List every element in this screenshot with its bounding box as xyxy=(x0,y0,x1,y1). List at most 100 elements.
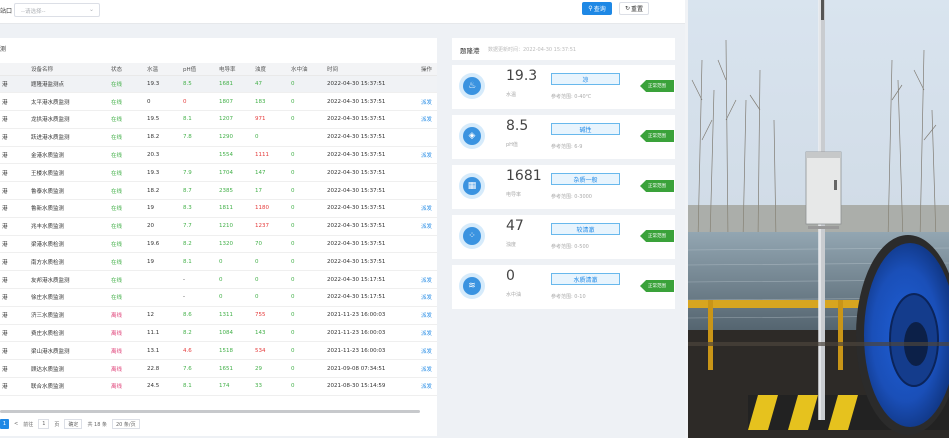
confirm-button[interactable]: 确定 xyxy=(64,419,83,429)
column-header: 浊度 xyxy=(253,63,289,76)
cell-op[interactable]: 派发 xyxy=(419,110,437,129)
cell-time: 2022-04-30 15:37:51 xyxy=(325,128,419,147)
port-select-placeholder: --请选择-- xyxy=(21,9,46,15)
metric-reference-range: 参考范围: 6-9 xyxy=(551,144,583,150)
cell-op[interactable]: 派发 xyxy=(419,341,437,361)
cell-status: 在线 xyxy=(109,128,145,147)
table-row[interactable]: 港龙拱港水质监测 在线 19.5 8.1 1207 971 0 2022-04-30 15:3… xyxy=(0,110,437,129)
goto-page-input[interactable]: 1 xyxy=(38,419,50,429)
table-row[interactable]: 港徐庄水质监测 在线 -0 0 0 2022-04-30 15:17:51 派发 xyxy=(0,288,437,307)
conductivity-icon: ▦ xyxy=(459,173,485,199)
column-header: 电导率 xyxy=(217,63,253,76)
cell-port: 港 xyxy=(0,341,29,361)
cell-op[interactable]: 派发 xyxy=(419,270,437,290)
table-row[interactable]: 港梁港水质检测 在线 19.6 8.2 1320 70 0 2022-04-30 15:37:… xyxy=(0,235,437,254)
cell-ph: 8.1 xyxy=(181,110,217,129)
cell-op[interactable]: 派发 xyxy=(419,199,437,218)
table-row[interactable]: 港南方水质检测 在线 19 8.1 0 0 0 2022-04-30 15:37:51 xyxy=(0,252,437,272)
cell-time: 2021-11-23 16:00:03 xyxy=(325,306,419,325)
cell-op[interactable]: 派发 xyxy=(419,92,437,112)
cell-op[interactable]: 派发 xyxy=(419,288,437,307)
cell-cond: 1807 xyxy=(217,92,253,112)
cell-op xyxy=(419,181,437,201)
metric-value: 47 xyxy=(506,218,524,234)
cell-name: 顾达水质监测 xyxy=(29,359,109,379)
cell-cond: 1811 xyxy=(217,199,253,218)
cell-name: 跃进港水质监测 xyxy=(29,128,109,147)
ph-drop-icon: ◈ xyxy=(459,123,485,149)
table-row[interactable]: 港鲁泰水质监测 在线 18.2 8.7 2385 17 0 2022-04-30 15:37:… xyxy=(0,181,437,201)
cell-temp: 11.1 xyxy=(145,324,181,343)
cell-time: 2021-09-08 07:34:51 xyxy=(325,359,419,379)
table-row[interactable]: 港友邦港水质监测 在线 -0 0 0 2022-04-30 15:17:51 派发 xyxy=(0,270,437,290)
cell-turb: 1180 xyxy=(253,199,289,218)
cell-turb: 1237 xyxy=(253,217,289,236)
normal-range-badge: 正常范围 xyxy=(640,180,674,192)
cell-op[interactable]: 派发 xyxy=(419,217,437,236)
cell-turb: 147 xyxy=(253,163,289,183)
cell-op[interactable]: 派发 xyxy=(419,306,437,325)
thermometer-water-icon: ♨ xyxy=(459,73,485,99)
table-row[interactable]: 港联合水质监测 离线 24.5 8.1 174 33 0 2021-08-30 15:14:5… xyxy=(0,377,437,396)
table-row[interactable]: 港太平港水质监测 在线 0 0 1807 183 0 2022-04-30 15:37:51 派… xyxy=(0,92,437,112)
table-row[interactable]: 港王楼水质监测 在线 19.3 7.9 1704 147 0 2022-04-30 15:37… xyxy=(0,163,437,183)
cell-op[interactable]: 派发 xyxy=(419,324,437,343)
cell-oil xyxy=(289,128,325,147)
cell-port: 港 xyxy=(0,324,29,343)
column-header: 时间 xyxy=(325,63,419,76)
cell-cond: 0 xyxy=(217,288,253,307)
cell-turb: 17 xyxy=(253,181,289,201)
cell-turb: 0 xyxy=(253,270,289,290)
cell-oil: 0 xyxy=(289,217,325,236)
cell-turb: 0 xyxy=(253,252,289,272)
metric-card: ≋ 0 水中油 水质清澈 参考范围: 0-10 正常范围 xyxy=(452,265,675,309)
cell-name: 徐庄水质监测 xyxy=(29,288,109,307)
table-row[interactable]: 港梁山港水质监测 离线 13.1 4.6 1518 534 0 2021-11-23 16:0… xyxy=(0,341,437,361)
cell-port: 港 xyxy=(0,217,29,236)
column-header: pH值 xyxy=(181,63,217,76)
table-row[interactable]: 港兆丰水质监测 在线 20 7.7 1210 1237 0 2022-04-30 15:37:… xyxy=(0,217,437,236)
cell-ph: 8.7 xyxy=(181,181,217,201)
page-prev-icon[interactable]: < xyxy=(14,421,19,427)
cell-cond: 1320 xyxy=(217,235,253,254)
cell-status: 在线 xyxy=(109,146,145,165)
table-row[interactable]: 港鲁新水质监测 在线 19 8.3 1811 1180 0 2022-04-30 15:37:… xyxy=(0,199,437,218)
table-row[interactable]: 港题隆港监测点 在线 19.3 8.5 1681 47 0 2022-04-30 15:37:… xyxy=(0,75,437,94)
horizontal-scrollbar[interactable] xyxy=(0,410,420,413)
cell-cond: 1704 xyxy=(217,163,253,183)
icon-glyph: ⁘ xyxy=(463,227,481,245)
cell-op[interactable]: 派发 xyxy=(419,377,437,396)
cell-cond: 0 xyxy=(217,252,253,272)
cell-temp: 12 xyxy=(145,306,181,325)
cell-status: 在线 xyxy=(109,92,145,112)
cell-temp: 18.2 xyxy=(145,128,181,147)
cell-name: 友邦港水质监测 xyxy=(29,270,109,290)
cell-time: 2022-04-30 15:37:51 xyxy=(325,110,419,129)
cell-port: 港 xyxy=(0,270,29,290)
table-row[interactable]: 港金港水质监测 在线 20.3 1554 1111 0 2022-04-30 15:37:5… xyxy=(0,146,437,165)
port-select[interactable]: --请选择-- ⌄ xyxy=(14,3,100,17)
cell-port: 港 xyxy=(0,288,29,307)
cell-oil: 0 xyxy=(289,75,325,94)
table-row[interactable]: 港顾达水质监测 离线 22.8 7.6 1651 29 0 2021-09-08 07:34:… xyxy=(0,359,437,379)
cell-name: 南方水质检测 xyxy=(29,252,109,272)
column-header: 设备名称 xyxy=(29,63,109,76)
page-size-select[interactable]: 20 条/页 xyxy=(111,419,140,429)
page-current[interactable]: 1 xyxy=(0,419,9,429)
table-row[interactable]: 港济三水质监测 离线 12 8.6 1311 755 0 2021-11-23 16:00:0… xyxy=(0,306,437,325)
cell-status: 在线 xyxy=(109,270,145,290)
cell-turb: 0 xyxy=(253,128,289,147)
query-button[interactable]: ⚲ 查询 xyxy=(582,2,612,15)
cell-temp: 19.3 xyxy=(145,163,181,183)
cell-ph: 8.3 xyxy=(181,199,217,218)
cell-op[interactable]: 派发 xyxy=(419,146,437,165)
chevron-down-icon: ⌄ xyxy=(88,6,94,13)
icon-glyph: ≋ xyxy=(463,277,481,295)
table-row[interactable]: 港跃进港水质监测 在线 18.2 7.8 1290 0 2022-04-30 15:37:5… xyxy=(0,128,437,147)
reset-button[interactable]: ↻ 重置 xyxy=(619,2,649,15)
cell-port: 港 xyxy=(0,359,29,379)
cell-temp: 19 xyxy=(145,252,181,272)
table-row[interactable]: 港费庄水质检测 离线 11.1 8.2 1084 143 0 2021-11-23 16:00… xyxy=(0,324,437,343)
cell-op[interactable]: 派发 xyxy=(419,359,437,379)
cell-time: 2021-11-23 16:00:03 xyxy=(325,341,419,361)
